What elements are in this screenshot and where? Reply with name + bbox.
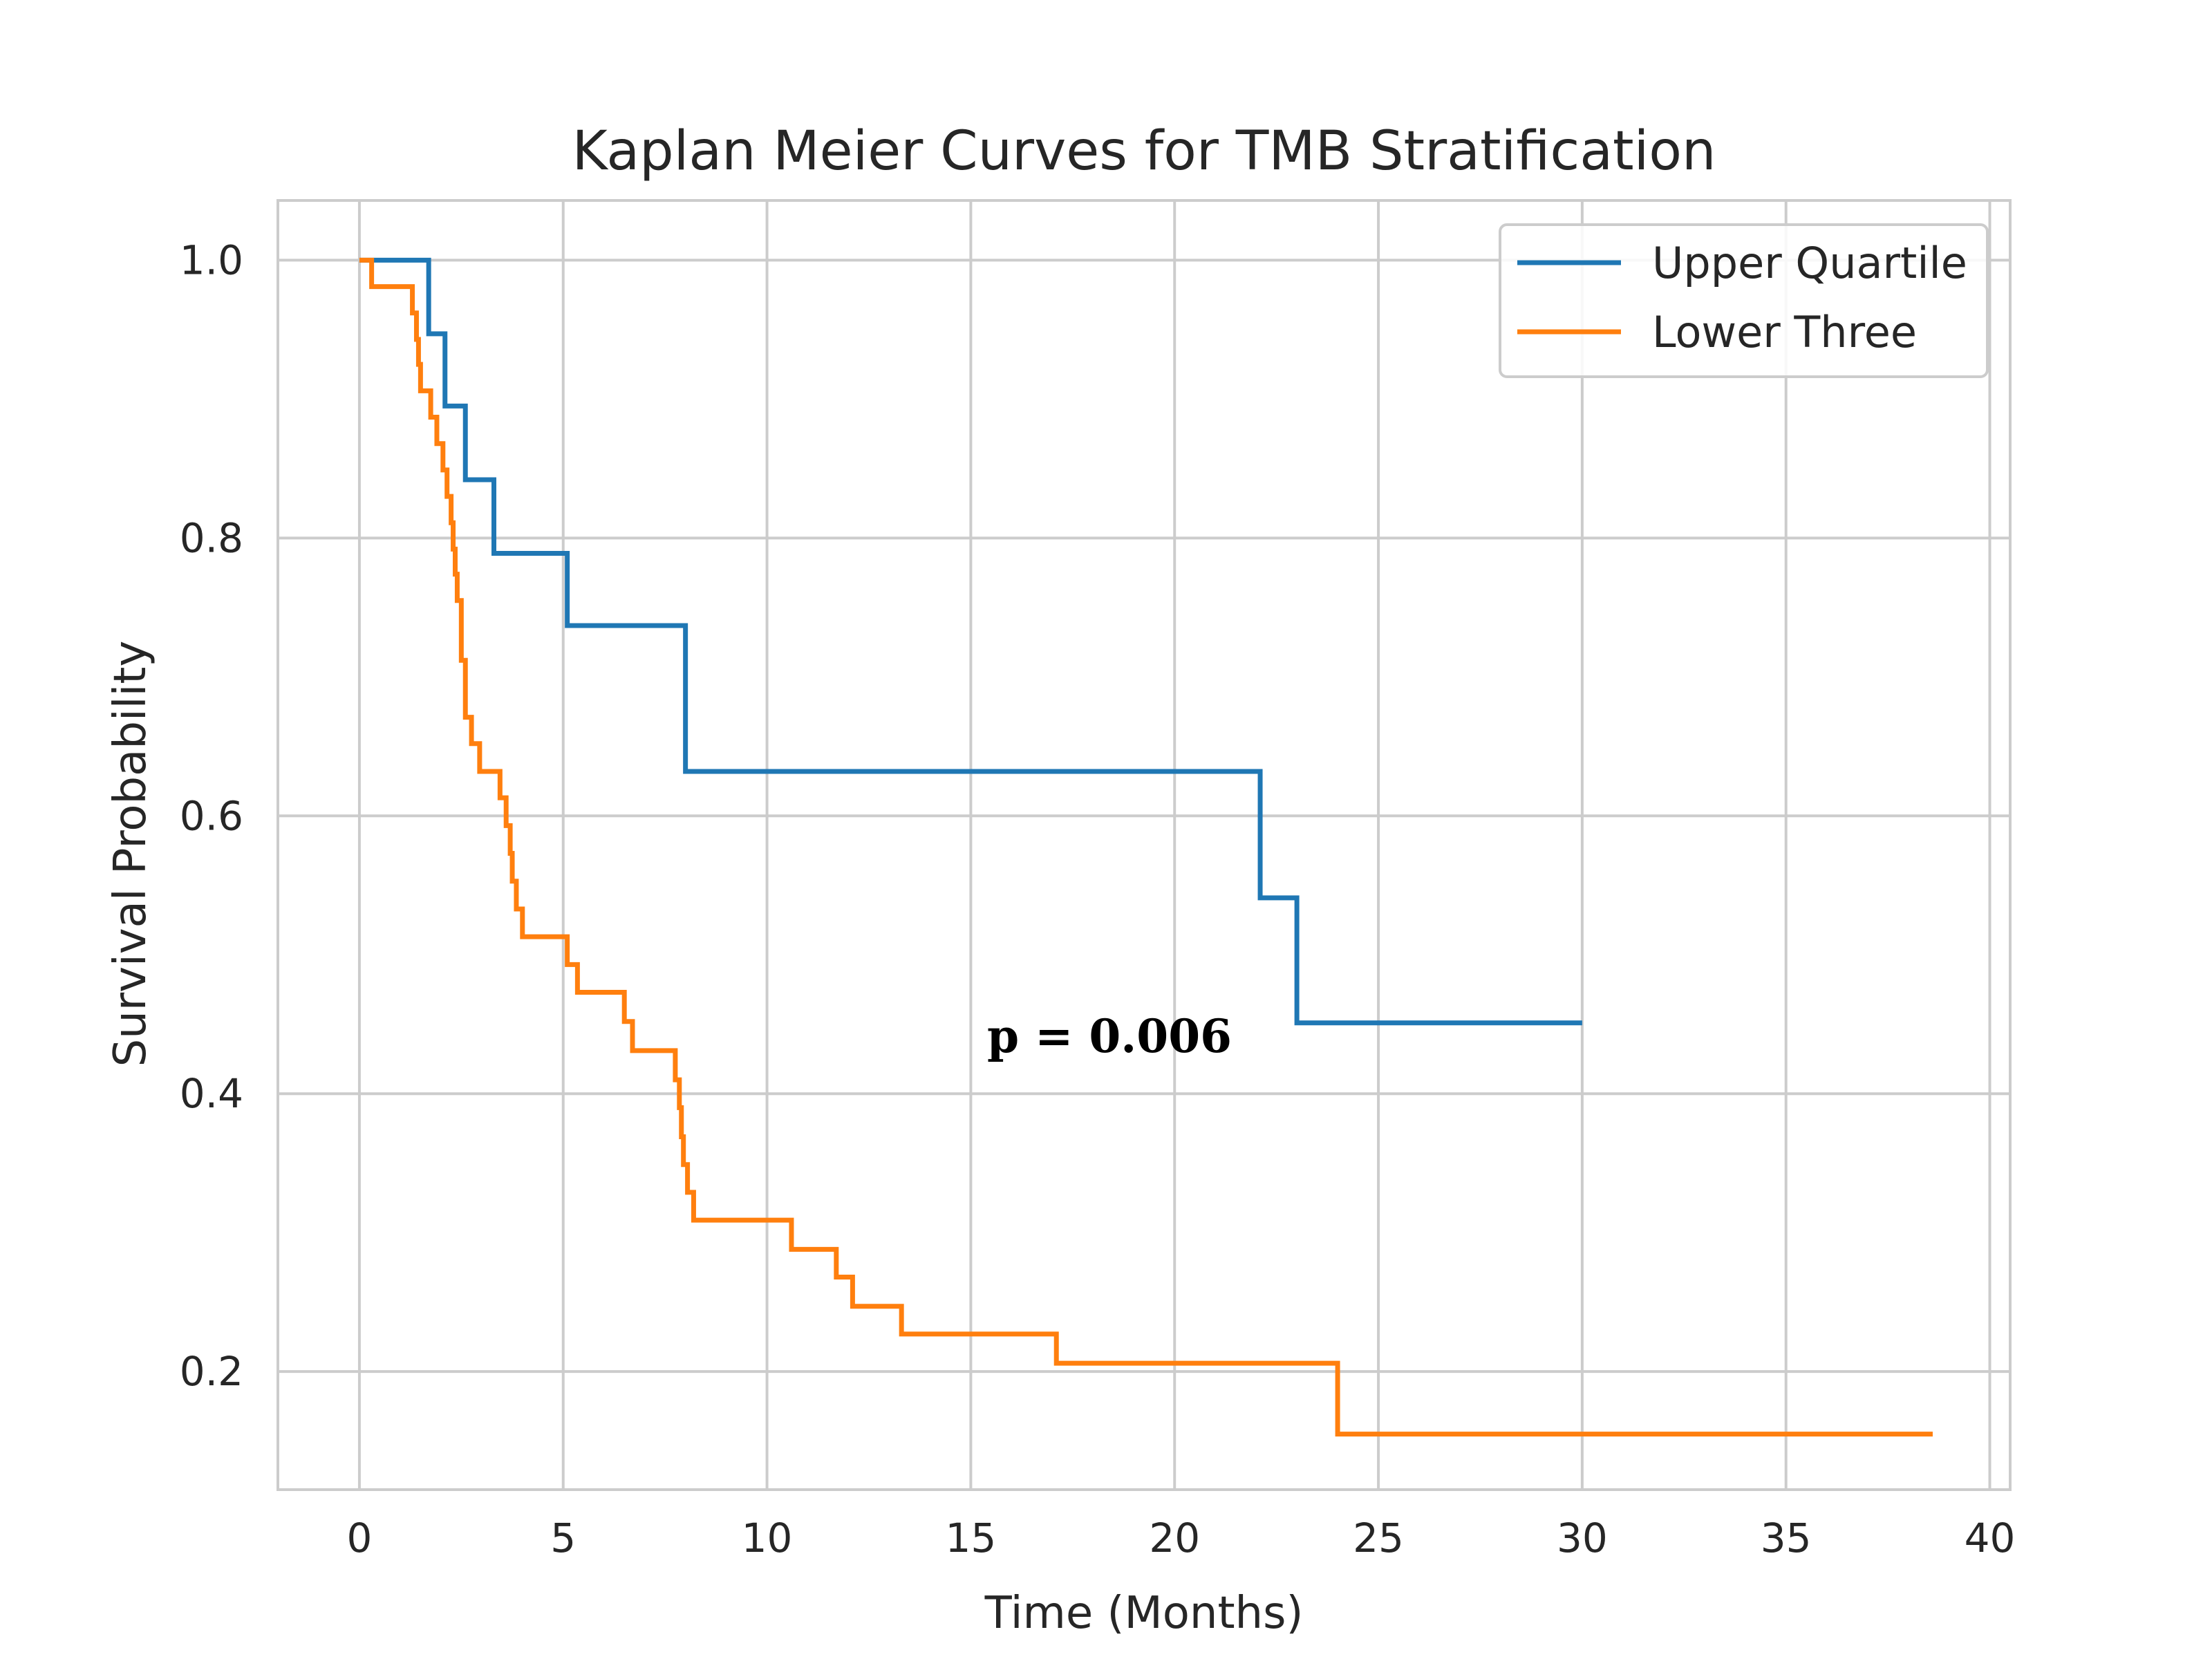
x-tick-label: 15 bbox=[945, 1515, 996, 1562]
x-tick-label: 0 bbox=[346, 1515, 372, 1562]
y-axis-label: Survival Probability bbox=[105, 641, 156, 1067]
p-value-annotation: p = 0.006 bbox=[987, 1009, 1232, 1063]
y-tick-label: 0.4 bbox=[180, 1070, 243, 1117]
legend-label: Lower Three bbox=[1652, 307, 1917, 357]
y-tick-label: 1.0 bbox=[180, 236, 243, 283]
y-tick-label: 0.2 bbox=[180, 1348, 243, 1395]
series-line-lower-three bbox=[359, 257, 1933, 1437]
plot-frame bbox=[276, 199, 2012, 1491]
y-tick-label: 0.8 bbox=[180, 514, 243, 561]
legend-box bbox=[1499, 223, 1989, 378]
annotations: p = 0.006 bbox=[987, 1009, 1232, 1063]
grid-lines bbox=[278, 200, 2010, 1490]
legend-label: Upper Quartile bbox=[1652, 238, 1967, 288]
x-tick-label: 30 bbox=[1557, 1515, 1608, 1562]
tick-labels: 0 5 10 15 20 25 30 35 40 0.2 0.4 0.6 0.8 1.0 bbox=[180, 236, 2016, 1562]
x-tick-label: 20 bbox=[1149, 1515, 1200, 1562]
x-axis-label: Time (Months) bbox=[984, 1588, 1304, 1639]
legend: Upper Quartile Lower Three bbox=[1499, 223, 1989, 378]
y-tick-label: 0.6 bbox=[180, 792, 243, 839]
series-lines bbox=[359, 257, 1933, 1437]
x-tick-label: 5 bbox=[550, 1515, 576, 1562]
x-tick-label: 40 bbox=[1965, 1515, 2016, 1562]
chart-title: Kaplan Meier Curves for TMB Stratificati… bbox=[572, 120, 1716, 182]
series-line-upper-quartile bbox=[359, 257, 1582, 1026]
x-tick-label: 35 bbox=[1761, 1515, 1812, 1562]
x-tick-label: 10 bbox=[742, 1515, 793, 1562]
x-tick-label: 25 bbox=[1353, 1515, 1404, 1562]
